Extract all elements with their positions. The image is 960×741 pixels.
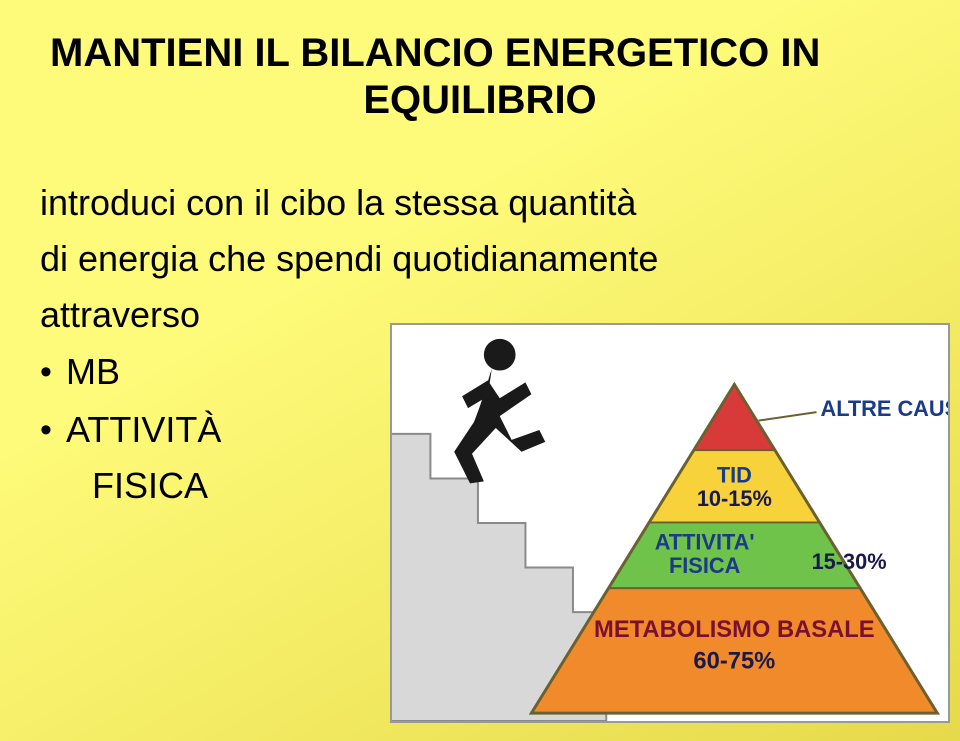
svg-text:ATTIVITA': ATTIVITA' — [655, 529, 755, 554]
pyramid-svg: TID10-15% ATTIVITA'FISICA 15-30% METABOLISM… — [392, 325, 948, 721]
pyramid-chart: TID10-15% ATTIVITA'FISICA 15-30% METABOLISM… — [531, 384, 937, 713]
svg-text:10-15%: 10-15% — [697, 486, 772, 511]
svg-text:60-75%: 60-75% — [693, 647, 775, 674]
bullet-mb-text: MB — [66, 351, 120, 392]
runner-icon — [454, 339, 545, 484]
body-line-1: introduci con il cibo la stessa quantità — [40, 182, 636, 223]
bullet-attivita-line1: ATTIVITÀ — [66, 409, 221, 450]
energy-pyramid-infographic: TID10-15% ATTIVITA'FISICA 15-30% METABOLISM… — [390, 323, 950, 723]
svg-text:FISICA: FISICA — [669, 553, 741, 578]
svg-text:ALTRE CAUSE: ALTRE CAUSE — [820, 396, 948, 421]
svg-text:TID: TID — [717, 462, 752, 487]
slide: MANTIENI IL BILANCIO ENERGETICO IN EQUIL… — [0, 0, 960, 741]
body-line-2: di energia che spendi quotidianamente — [40, 238, 658, 279]
body-line-3: attraverso — [40, 294, 200, 335]
svg-text:METABOLISMO BASALE: METABOLISMO BASALE — [594, 616, 875, 643]
body-text: introduci con il cibo la stessa quantità… — [40, 175, 860, 342]
slide-title-line2: EQUILIBRIO — [40, 78, 920, 123]
svg-text:15-30%: 15-30% — [812, 549, 887, 574]
pyramid-outside-label: ALTRE CAUSE — [759, 396, 948, 421]
slide-title-line1: MANTIENI IL BILANCIO ENERGETICO IN — [50, 28, 920, 78]
